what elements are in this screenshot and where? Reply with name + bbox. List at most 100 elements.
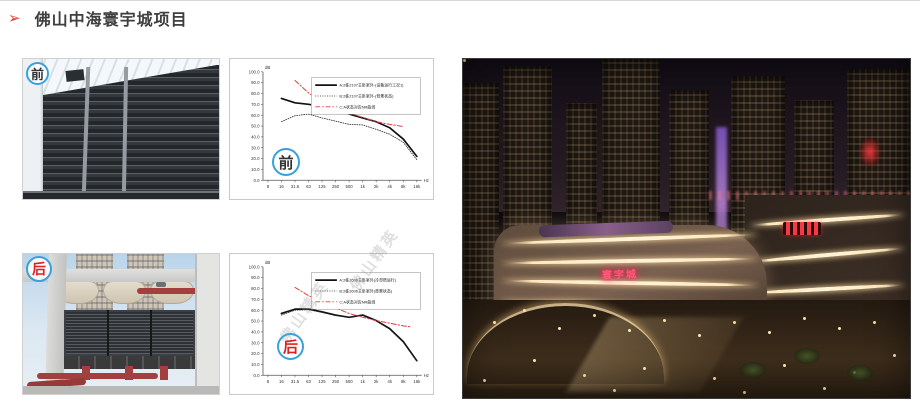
mall-led-sign: 寰宇城 — [601, 269, 638, 282]
curved-pedestrian-bridge — [467, 303, 665, 384]
louver-divider — [107, 310, 110, 357]
svg-text:B:2栋2107主卧室外-(背景状态): B:2栋2107主卧室外-(背景状态) — [339, 93, 394, 98]
red-pipe — [160, 366, 169, 380]
svg-text:500: 500 — [345, 379, 353, 384]
concrete-beam — [23, 269, 219, 282]
mall-night-photo: 寰宇城 — [462, 58, 911, 399]
svg-text:100.0: 100.0 — [249, 264, 260, 269]
svg-text:2k: 2k — [374, 379, 379, 384]
louver-divider — [150, 310, 153, 357]
residential-tower — [463, 82, 499, 327]
svg-text:dB: dB — [265, 65, 270, 70]
chart-before-badge: 前 — [272, 148, 300, 176]
camera-fixture — [156, 282, 167, 287]
svg-text:50.0: 50.0 — [251, 124, 260, 129]
light-band — [749, 283, 905, 296]
svg-text:C:A状态对应NR曲线: C:A状态对应NR曲线 — [339, 104, 375, 109]
svg-text:8: 8 — [267, 184, 270, 189]
cooling-tower-photo-before — [22, 58, 220, 200]
svg-text:30.0: 30.0 — [251, 340, 260, 345]
title-bar: ➢ 佛山中海寰宇城项目 — [8, 6, 188, 30]
light-band — [749, 212, 905, 228]
after-badge: 后 — [26, 256, 52, 282]
red-lit-landmark — [858, 136, 881, 168]
svg-text:A:2栋2606主卧室外(冷却塔运行): A:2栋2606主卧室外(冷却塔运行) — [339, 278, 396, 283]
noise-spectrum-chart-after: 0.0 10.0 20.0 30.0 40.0 50.0 60.0 70.0 80.0 90.0 1… — [229, 253, 434, 395]
svg-text:16k: 16k — [413, 379, 421, 384]
svg-text:63: 63 — [306, 184, 311, 189]
svg-text:8k: 8k — [401, 379, 406, 384]
svg-text:30.0: 30.0 — [251, 145, 260, 150]
svg-text:1k: 1k — [360, 379, 365, 384]
svg-text:125: 125 — [318, 184, 326, 189]
page-title: 佛山中海寰宇城项目 — [34, 12, 188, 29]
svg-text:90.0: 90.0 — [251, 80, 260, 85]
svg-text:16: 16 — [279, 184, 284, 189]
chart-before-svg: 0.0 10.0 20.0 30.0 40.0 50.0 60.0 70.0 80.0 90.0 1… — [249, 65, 429, 189]
side-wall — [23, 59, 43, 199]
mounted-box — [65, 69, 85, 83]
before-badge: 前 — [26, 62, 49, 85]
base-strip — [23, 190, 219, 199]
svg-text:8: 8 — [267, 379, 270, 384]
concrete-column — [195, 254, 219, 394]
arrow-bullet-icon: ➢ — [8, 9, 21, 27]
svg-text:80.0: 80.0 — [251, 91, 260, 96]
svg-text:1k: 1k — [360, 184, 365, 189]
light-band — [749, 245, 905, 264]
tree — [793, 348, 820, 365]
svg-text:31.5: 31.5 — [291, 379, 300, 384]
svg-text:20.0: 20.0 — [251, 156, 260, 161]
svg-text:80.0: 80.0 — [251, 286, 260, 291]
svg-text:B:2栋2606主卧室外(背景状态): B:2栋2606主卧室外(背景状态) — [339, 288, 392, 293]
acoustic-louver-unit — [64, 310, 196, 357]
chart-after-badge: 后 — [277, 333, 304, 360]
svg-text:60.0: 60.0 — [251, 113, 260, 118]
svg-text:100.0: 100.0 — [249, 69, 260, 74]
svg-text:10.0: 10.0 — [251, 167, 260, 172]
svg-text:63: 63 — [306, 379, 311, 384]
red-pipe — [81, 366, 90, 380]
tree — [847, 365, 874, 382]
svg-text:50.0: 50.0 — [251, 319, 260, 324]
svg-text:16k: 16k — [413, 184, 421, 189]
svg-text:40.0: 40.0 — [251, 329, 260, 334]
cooling-tower-photo-after — [22, 253, 220, 395]
svg-text:0.0: 0.0 — [253, 178, 260, 183]
svg-text:40.0: 40.0 — [251, 134, 260, 139]
roof-floor — [23, 385, 219, 394]
plaza-lights — [463, 59, 466, 62]
equipment-base — [64, 356, 196, 369]
chart-after-svg: 0.0 10.0 20.0 30.0 40.0 50.0 60.0 70.0 80.0 90.0 1… — [249, 260, 429, 384]
red-pipe — [136, 287, 219, 294]
svg-text:125: 125 — [318, 379, 326, 384]
svg-text:Hz: Hz — [424, 178, 429, 183]
noise-spectrum-chart-before: 0.0 10.0 20.0 30.0 40.0 50.0 60.0 70.0 80.0 90.0 1… — [229, 58, 434, 200]
svg-text:4k: 4k — [387, 379, 392, 384]
svg-text:8k: 8k — [401, 184, 406, 189]
svg-text:70.0: 70.0 — [251, 297, 260, 302]
svg-text:250: 250 — [332, 379, 340, 384]
storefront-red-sign — [782, 221, 821, 236]
svg-text:250: 250 — [332, 184, 340, 189]
svg-text:dB: dB — [265, 260, 270, 265]
svg-text:70.0: 70.0 — [251, 102, 260, 107]
svg-text:Hz: Hz — [424, 373, 429, 378]
svg-text:0.0: 0.0 — [253, 373, 260, 378]
light-band — [502, 256, 759, 265]
svg-text:31.5: 31.5 — [291, 184, 300, 189]
svg-text:20.0: 20.0 — [251, 351, 260, 356]
tree — [740, 361, 767, 378]
svg-text:2k: 2k — [374, 184, 379, 189]
svg-text:C:A状态对应NR曲线: C:A状态对应NR曲线 — [339, 299, 375, 304]
svg-text:4k: 4k — [387, 184, 392, 189]
svg-text:500: 500 — [345, 184, 353, 189]
red-pipe — [36, 373, 159, 380]
svg-text:A:2栋2107主卧室外-(设备运行工况1): A:2栋2107主卧室外-(设备运行工况1) — [339, 83, 404, 88]
red-pipe — [124, 366, 133, 380]
svg-text:16: 16 — [279, 379, 284, 384]
svg-text:60.0: 60.0 — [251, 308, 260, 313]
svg-text:10.0: 10.0 — [251, 362, 260, 367]
svg-text:90.0: 90.0 — [251, 275, 260, 280]
